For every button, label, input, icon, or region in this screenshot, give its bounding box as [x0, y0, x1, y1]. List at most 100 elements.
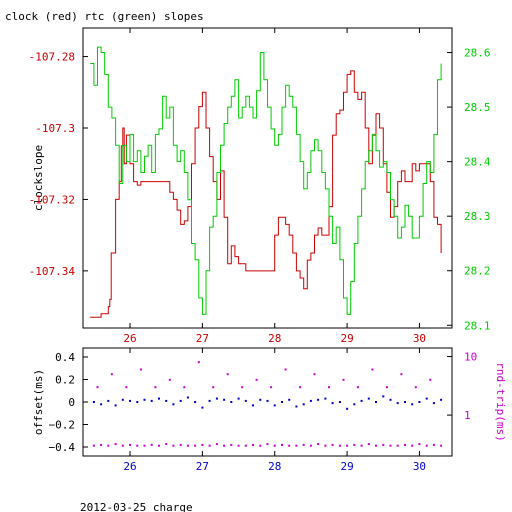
top-left-ticks: -107.28 -107.3 -107.32 -107.34 — [29, 51, 88, 278]
data-point — [411, 403, 414, 406]
data-point — [136, 444, 139, 447]
right-tick-label: 28.6 — [464, 47, 491, 60]
right-tick-label: 28.2 — [464, 265, 491, 278]
left-tick-label: -107.32 — [29, 193, 75, 206]
data-point — [172, 444, 175, 447]
series-line-1 — [90, 46, 442, 315]
x-tick-label: 30 — [413, 332, 426, 345]
data-point — [244, 444, 247, 447]
data-point — [367, 397, 370, 400]
data-point — [396, 402, 399, 405]
bottom-series — [92, 361, 443, 447]
bottom-ylabel-left: offset(ms) — [32, 369, 45, 435]
data-point — [266, 443, 269, 446]
left-tick-label: −0.2 — [49, 419, 76, 432]
data-point — [237, 397, 240, 400]
data-point — [302, 403, 305, 406]
data-point — [396, 444, 399, 447]
data-point — [385, 386, 388, 389]
data-point — [96, 386, 99, 389]
top-series — [90, 46, 442, 318]
data-point — [194, 444, 197, 447]
x-tick-label: 27 — [196, 460, 209, 473]
data-point — [241, 386, 244, 389]
data-point — [313, 373, 316, 376]
series-points-2 — [96, 361, 432, 389]
data-point — [432, 402, 435, 405]
bottom-x-ticks: 26 27 28 29 30 — [123, 348, 426, 473]
bottom-plot: offset(ms) rnd-trip(ms) 0.40.20−0.2−0.4 … — [32, 347, 507, 473]
data-point — [129, 399, 131, 402]
data-point — [125, 386, 128, 389]
data-point — [389, 444, 392, 447]
data-point — [309, 444, 312, 447]
data-point — [143, 398, 146, 401]
right-tick-label: 28.4 — [464, 156, 491, 169]
left-tick-label: 0 — [68, 396, 75, 409]
data-point — [92, 444, 95, 447]
data-point — [429, 378, 432, 381]
data-point — [230, 443, 233, 446]
x-tick-label: 26 — [123, 460, 136, 473]
data-point — [411, 444, 414, 447]
right-tick-label: 10 — [464, 351, 477, 364]
bottom-plot-frame — [82, 347, 453, 457]
data-point — [309, 399, 312, 402]
data-point — [107, 444, 110, 447]
data-point — [324, 397, 327, 400]
data-point — [165, 399, 168, 402]
series-points-0 — [92, 395, 443, 410]
data-point — [414, 386, 417, 389]
data-point — [273, 444, 276, 447]
top-plot: clockslope -107.28 -107.3 -107.32 -107.34 2… — [29, 27, 491, 345]
x-tick-label: 27 — [196, 332, 209, 345]
data-point — [317, 443, 320, 446]
x-tick-label: 29 — [340, 332, 353, 345]
data-point — [404, 443, 406, 446]
data-point — [266, 399, 269, 402]
x-tick-label: 26 — [123, 332, 136, 345]
data-point — [375, 401, 377, 403]
data-point — [404, 401, 406, 403]
data-point — [346, 444, 349, 447]
data-point — [201, 443, 204, 446]
bottom-right-ticks: 10 1 — [447, 351, 477, 422]
data-point — [273, 404, 276, 407]
data-point — [375, 444, 377, 447]
series-line-0 — [90, 70, 442, 318]
data-point — [353, 443, 356, 446]
data-point — [150, 399, 153, 402]
data-point — [255, 378, 258, 381]
data-point — [186, 444, 189, 447]
data-point — [356, 386, 359, 389]
data-point — [418, 401, 421, 403]
data-point — [259, 444, 262, 447]
data-point — [172, 403, 175, 406]
chart-title: clock (red) rtc (green) slopes — [5, 10, 204, 23]
data-point — [208, 399, 211, 402]
data-point — [331, 443, 334, 446]
data-point — [324, 444, 327, 447]
data-point — [270, 386, 273, 389]
x-tick-label: 30 — [413, 460, 426, 473]
data-point — [230, 401, 233, 403]
data-point — [346, 407, 349, 410]
data-point — [317, 398, 320, 401]
footer-caption: 2012-03-25 charge — [80, 501, 193, 512]
data-point — [338, 444, 341, 447]
data-point — [92, 401, 95, 403]
data-point — [186, 396, 189, 399]
data-point — [244, 399, 247, 402]
right-tick-label: 28.3 — [464, 210, 491, 223]
data-point — [418, 443, 421, 446]
data-point — [382, 443, 385, 446]
right-tick-label: 28.5 — [464, 101, 491, 114]
top-ylabel: clockslope — [32, 145, 45, 211]
data-point — [223, 398, 226, 401]
data-point — [288, 398, 291, 401]
data-point — [237, 444, 240, 447]
data-point — [129, 443, 131, 446]
data-point — [139, 368, 142, 371]
data-point — [440, 444, 443, 447]
